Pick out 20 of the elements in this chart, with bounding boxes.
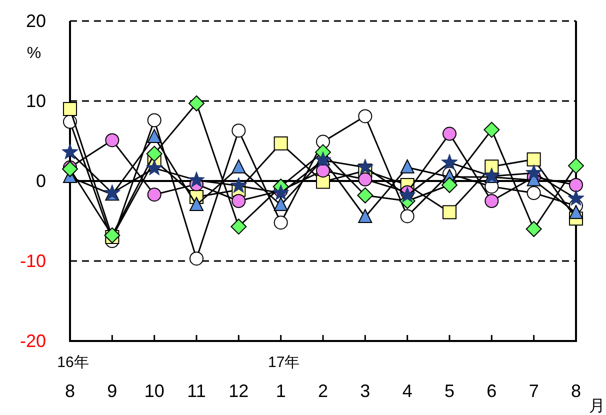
x-tick-label: 16年 8 (57, 354, 89, 401)
y-tick-label: 0 (36, 171, 46, 191)
x-tick-label: 17年 1 (268, 354, 300, 401)
x-tick-label: 10 (144, 381, 164, 401)
y-tick-label: 10 (26, 91, 46, 111)
x-tick-label: 5 (444, 381, 455, 401)
y-tick-label: -10 (20, 251, 46, 271)
x-tick-label: 6 (486, 381, 497, 401)
y-tick-label: 20 (26, 11, 46, 31)
y-tick-label: -20 (20, 331, 46, 351)
x-tick-label: 12 (228, 381, 249, 401)
x-axis-title: 月 (589, 398, 605, 415)
x-tick-label: 3 (360, 381, 370, 401)
x-tick-label: 7 (528, 381, 539, 401)
x-tick-label: 8 (570, 381, 582, 401)
y-axis-title: % (26, 45, 42, 62)
x-tick-label: 4 (402, 381, 412, 401)
x-tick-label: 2 (318, 381, 328, 401)
x-tick-label: 9 (107, 381, 118, 401)
x-tick-label: 11 (187, 381, 206, 401)
